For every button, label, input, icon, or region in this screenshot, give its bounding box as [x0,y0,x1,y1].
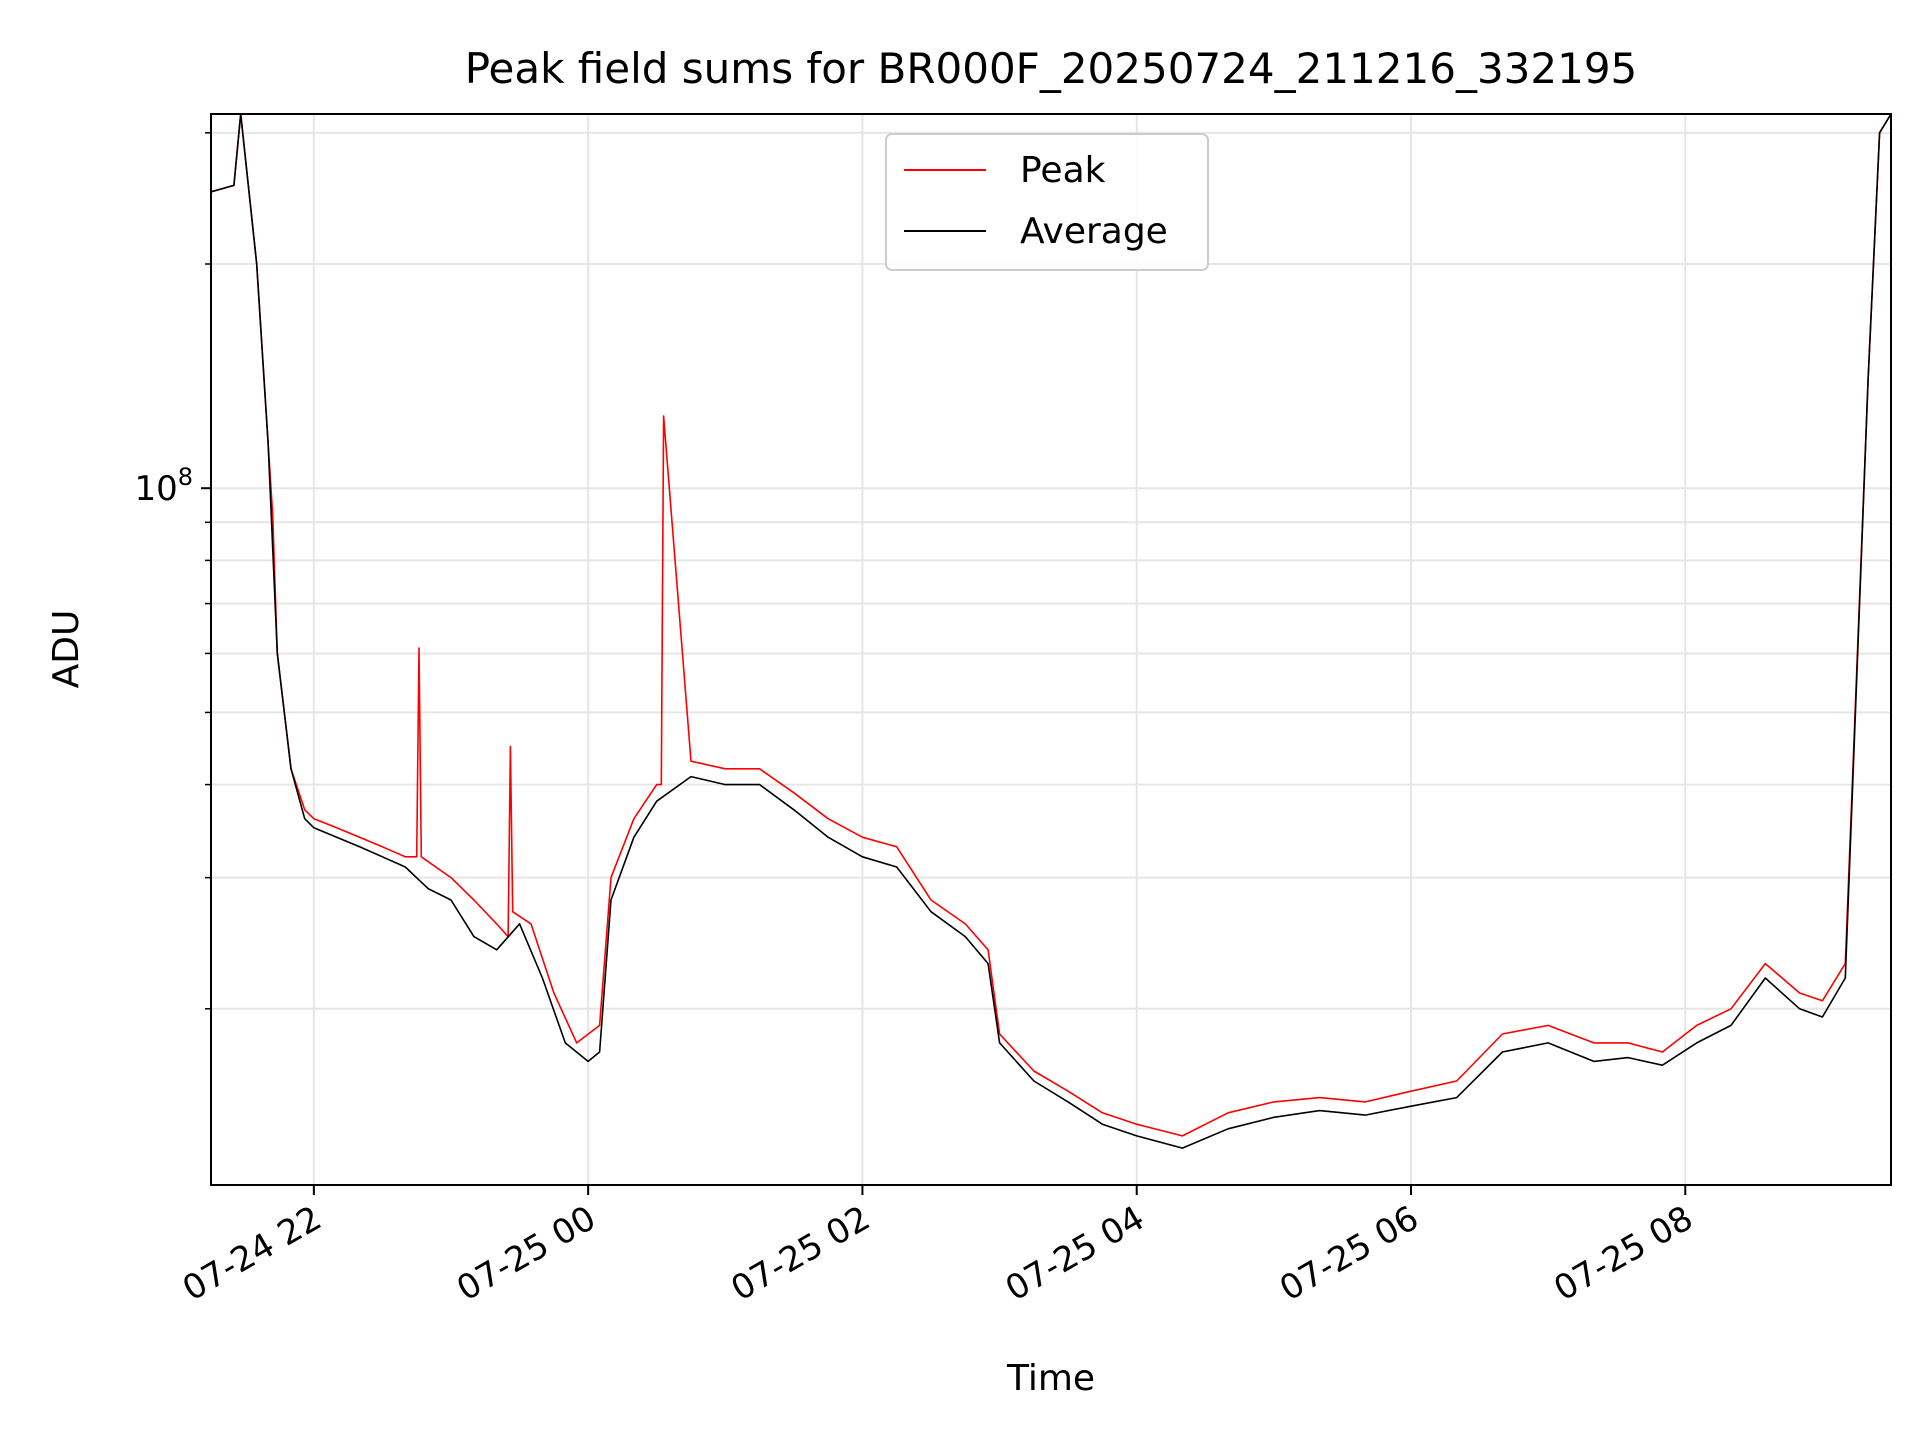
plot-frame [210,113,1892,1186]
legend: Peak Average [885,133,1209,271]
series-peak-line [211,114,1891,1137]
legend-box [885,133,1209,271]
legend-average-label: Average [1020,211,1168,252]
y-tick-label: 108 [134,463,193,509]
legend-peak-label: Peak [1020,150,1106,191]
series-average-line [211,114,1891,1149]
series-layer [211,114,1891,1149]
x-axis-label: Time [1006,1358,1095,1399]
chart-title: Peak field sums for BR000F_20250724_2112… [465,44,1638,93]
y-axis-label: ADU [46,610,87,689]
y-axis: 108 [134,132,211,1010]
